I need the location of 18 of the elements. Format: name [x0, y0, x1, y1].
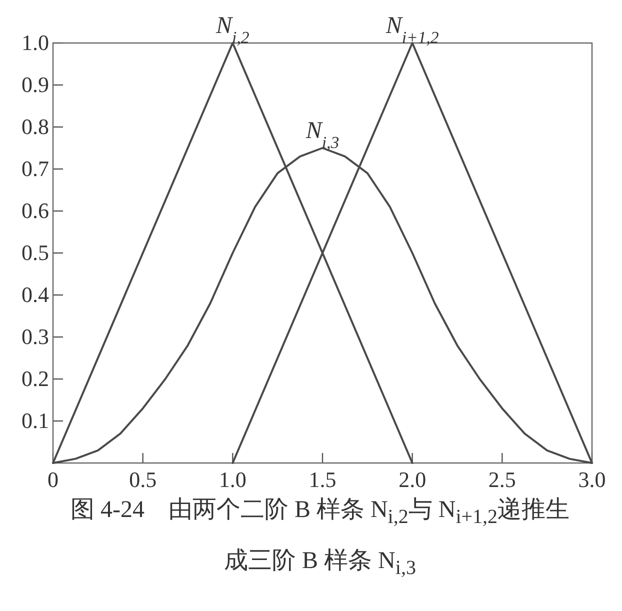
- y-tick-label: 0.6: [22, 198, 49, 223]
- y-tick-label: 0.4: [22, 282, 49, 307]
- x-tick-label: 1.0: [218, 467, 246, 492]
- title: 图 4-24 由两个二阶 B 样条 N$_{i,2}$与 N$_{i+1,2}$递推生成三阶 B 样条 N$_{i,3}$: [70, 496, 570, 581]
- x-tick-label: 2.5: [488, 467, 516, 492]
- x-tick-label: 0: [48, 467, 58, 492]
- y-tick-label: 0.3: [22, 324, 49, 349]
- y-tick-label: 0.7: [22, 156, 49, 181]
- x-tick-label: 1.5: [308, 467, 336, 492]
- y-tick-label: 1.0: [22, 30, 49, 55]
- y-tick-label: 0.8: [22, 114, 49, 139]
- x-tick-label: 0.5: [129, 467, 157, 492]
- y-tick-label: 0.5: [22, 240, 49, 265]
- y-tick-label: 0.2: [22, 366, 49, 391]
- x-tick-label: 3.0: [578, 467, 606, 492]
- y-tick-label: 0.9: [22, 72, 49, 97]
- y-tick-label: 0.1: [22, 408, 49, 433]
- x-tick-label: 2.0: [398, 467, 426, 492]
